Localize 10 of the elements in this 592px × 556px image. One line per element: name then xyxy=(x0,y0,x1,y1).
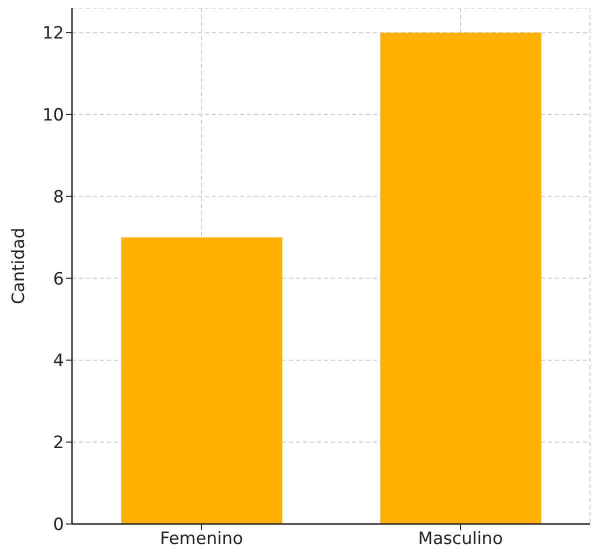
y-tick-label: 6 xyxy=(53,269,64,290)
x-tick-label: Femenino xyxy=(160,529,243,550)
y-tick-label: 0 xyxy=(53,515,64,536)
y-tick-label: 8 xyxy=(53,187,64,208)
y-tick-label: 4 xyxy=(53,351,64,372)
y-tick-label: 10 xyxy=(42,106,64,126)
y-tick-label: 12 xyxy=(42,24,64,44)
y-tick-label: 2 xyxy=(53,433,64,454)
y-axis-title: Cantidad xyxy=(9,228,30,304)
x-tick-label: Masculino xyxy=(418,529,503,550)
